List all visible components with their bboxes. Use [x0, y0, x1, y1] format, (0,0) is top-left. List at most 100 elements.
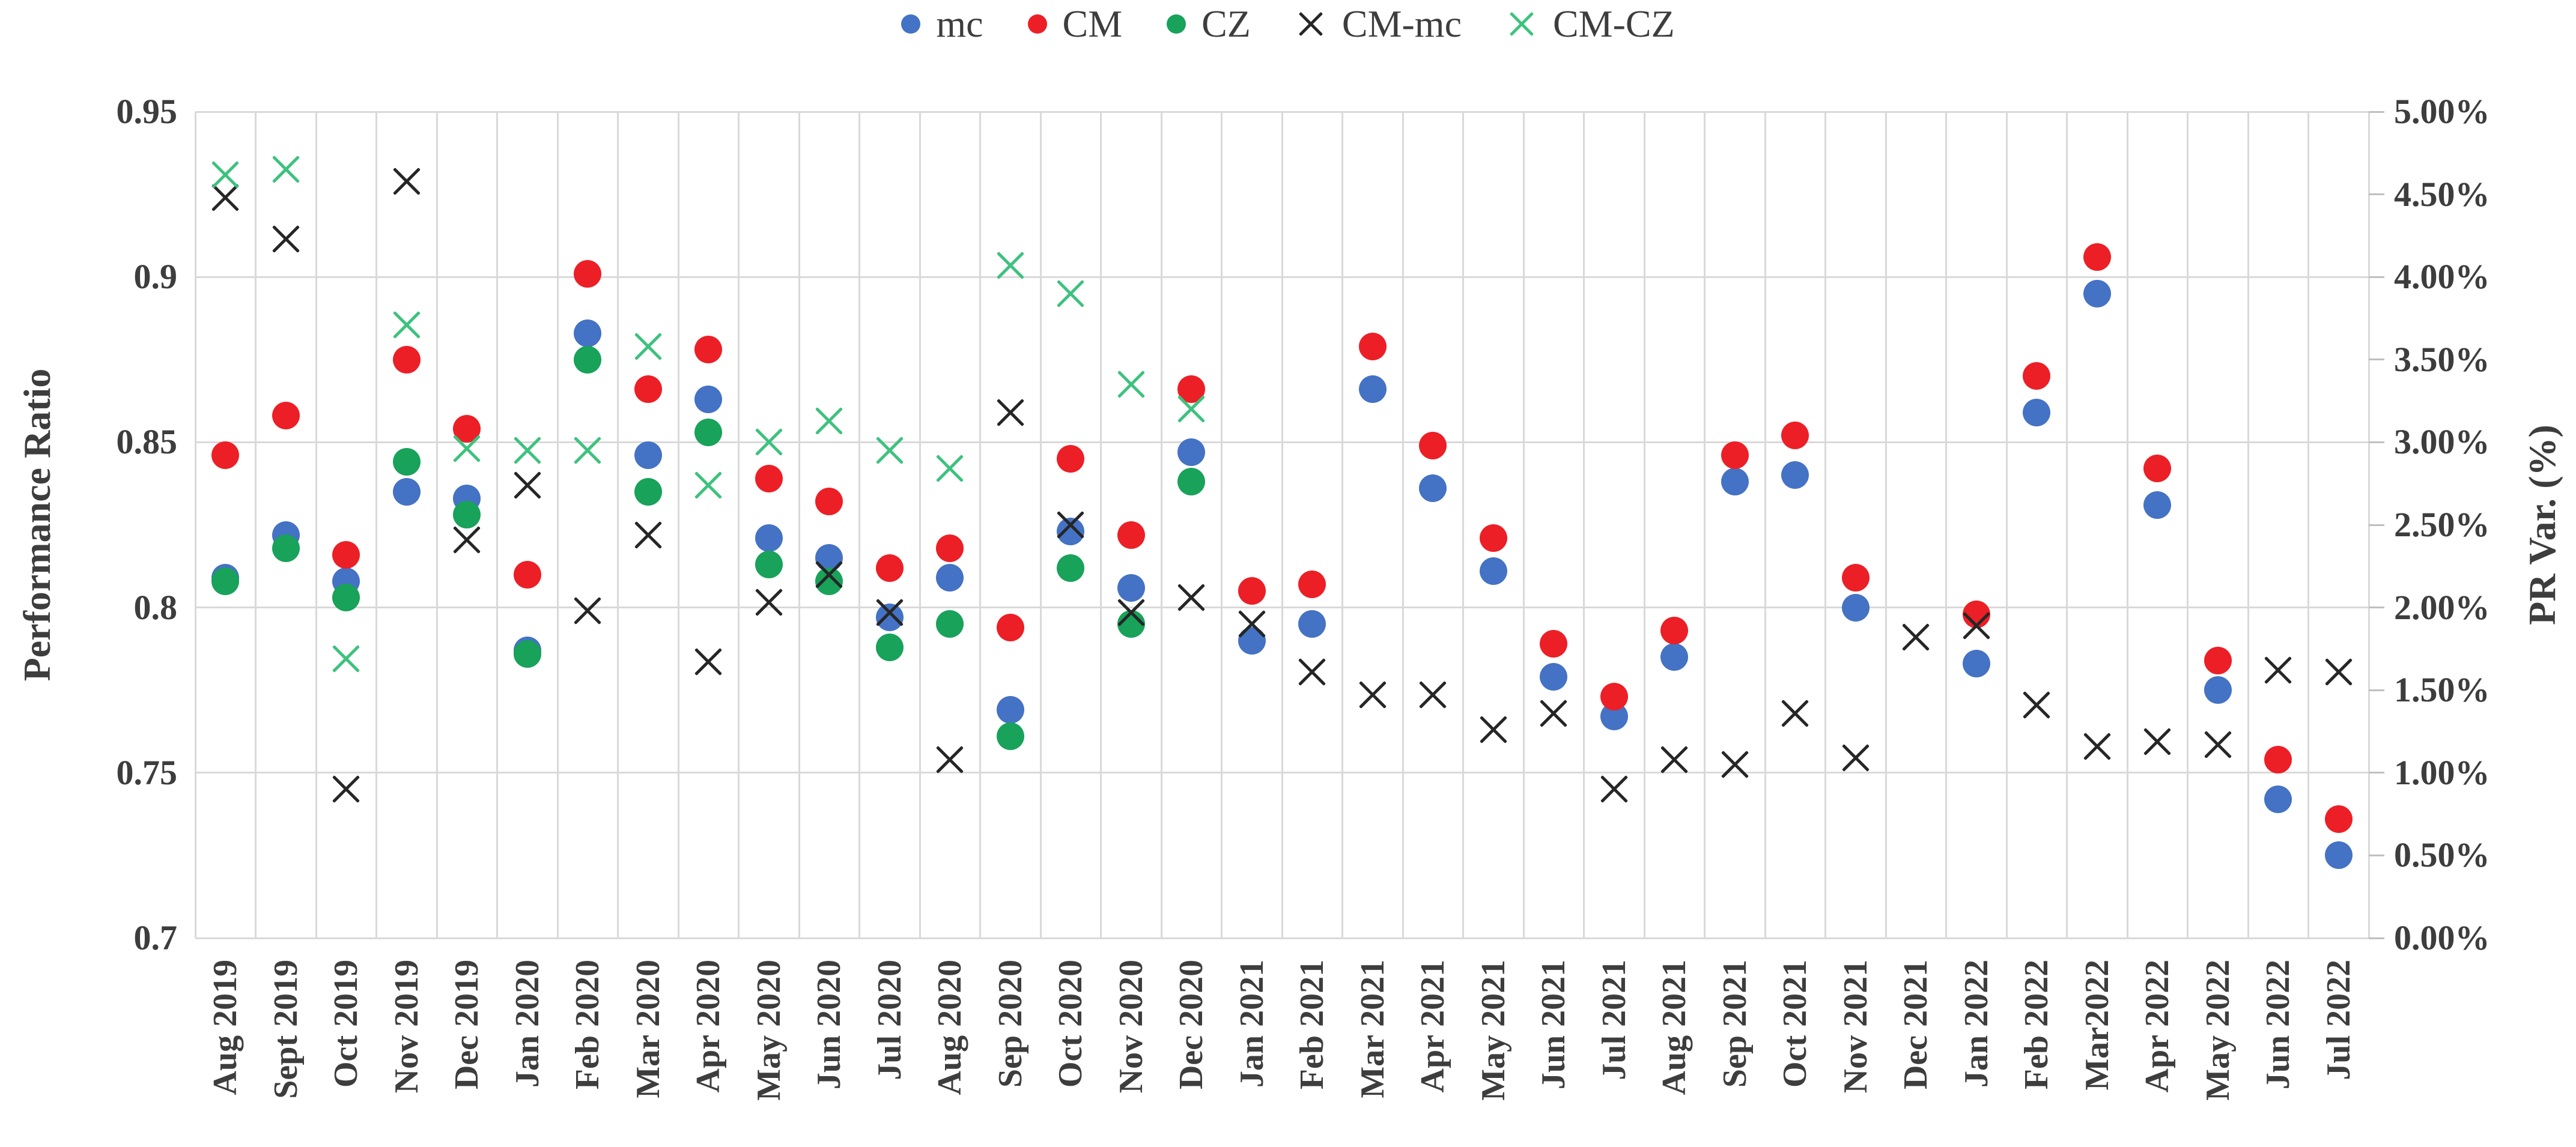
- data-point-CZ: [332, 584, 360, 612]
- data-point-CM-mc: [2019, 687, 2055, 723]
- gridline-vertical: [979, 112, 981, 938]
- data-point-CM: [1540, 630, 1568, 658]
- legend-item: mc: [901, 5, 983, 43]
- data-point-CM: [1117, 521, 1145, 549]
- data-point-CM: [1660, 617, 1689, 645]
- data-point-CZ: [453, 501, 481, 529]
- gridline-vertical: [738, 112, 740, 938]
- data-point-CM: [2083, 243, 2111, 271]
- x-tick-label: Oct 2019: [327, 960, 365, 1088]
- data-point-CZ: [996, 722, 1024, 751]
- data-point-CM-mc: [570, 593, 606, 629]
- gridline-vertical: [556, 112, 559, 938]
- data-point-CM: [996, 613, 1024, 641]
- x-tick-label: Oct 2020: [1052, 960, 1090, 1088]
- data-point-mc: [574, 319, 602, 347]
- data-point-CM-mc: [2200, 727, 2236, 763]
- legend-marker-x: [1295, 8, 1326, 40]
- data-point-CM-CZ: [932, 450, 968, 486]
- data-point-CM-mc: [449, 522, 485, 558]
- data-point-CM: [694, 336, 723, 364]
- data-point-CM: [574, 259, 602, 288]
- gridline-horizontal: [195, 937, 2369, 939]
- x-tick-label: Nov 2020: [1112, 960, 1150, 1094]
- gridline-vertical: [2126, 112, 2128, 938]
- x-tick-label: Sept 2019: [267, 960, 305, 1099]
- legend-item: CM-mc: [1295, 5, 1462, 43]
- y-right-tick-label: 3.00%: [2394, 422, 2490, 462]
- y-right-tick-label: 5.00%: [2394, 92, 2490, 131]
- x-tick-label: Aug 2020: [931, 960, 969, 1095]
- legend-marker-circle: [901, 14, 921, 34]
- data-point-CM-mc: [1596, 771, 1632, 807]
- data-point-mc: [1419, 474, 1447, 503]
- y-right-tick-label: 0.50%: [2394, 835, 2490, 875]
- data-point-CM-CZ: [509, 432, 545, 468]
- data-point-mc: [1540, 663, 1568, 691]
- data-point-CM-mc: [1536, 695, 1572, 731]
- data-point-CZ: [634, 477, 662, 506]
- x-tick-label: Dec 2021: [1897, 960, 1935, 1090]
- x-tick-label: Nov 2021: [1836, 960, 1874, 1094]
- data-point-mc: [1479, 557, 1507, 586]
- data-point-CM-mc: [932, 742, 968, 778]
- x-tick-label: Oct 2021: [1776, 960, 1814, 1088]
- data-point-mc: [1841, 593, 1870, 622]
- data-point-CZ: [936, 610, 964, 638]
- data-point-CZ: [392, 448, 421, 476]
- data-point-CM-CZ: [1113, 366, 1149, 402]
- legend-marker-circle: [1027, 14, 1047, 34]
- data-point-CM: [2143, 455, 2172, 483]
- data-point-mc: [2264, 785, 2292, 813]
- y-left-tick-label: 0.85: [116, 422, 178, 462]
- data-point-CM: [1479, 524, 1507, 552]
- x-tick-label: Dec 2020: [1173, 960, 1211, 1090]
- data-point-CM-CZ: [570, 432, 606, 468]
- legend-label: CM: [1062, 2, 1123, 45]
- data-point-mc: [2324, 841, 2353, 870]
- data-point-CM: [211, 441, 240, 470]
- data-point-CM-mc: [1415, 677, 1451, 713]
- y-right-tick-mark: [2369, 772, 2384, 774]
- x-tick-label: Nov 2019: [387, 960, 425, 1094]
- y-right-tick-mark: [2369, 110, 2384, 113]
- y-left-tick-label: 0.7: [133, 918, 178, 957]
- data-point-mc: [2143, 491, 2172, 519]
- x-tick-label: May 2020: [750, 960, 788, 1101]
- y-right-tick-label: 1.50%: [2394, 670, 2490, 710]
- gridline-vertical: [255, 112, 257, 938]
- data-point-mc: [694, 385, 723, 413]
- data-point-mc: [392, 477, 421, 506]
- data-point-CM-mc: [389, 163, 425, 199]
- data-point-CM-mc: [1475, 712, 1511, 748]
- gridline-vertical: [436, 112, 438, 938]
- data-point-mc: [634, 441, 662, 470]
- data-point-CM-mc: [268, 221, 304, 257]
- y-right-tick-mark: [2369, 276, 2384, 278]
- gridline-vertical: [2247, 112, 2249, 938]
- legend-item: CM: [1027, 2, 1123, 45]
- legend-label: mc: [936, 2, 983, 45]
- data-point-CM-CZ: [1173, 391, 1209, 427]
- data-point-CM: [1057, 444, 1085, 473]
- gridline-vertical: [798, 112, 800, 938]
- x-tick-label: Apr 2022: [2139, 960, 2177, 1093]
- data-point-CM-mc: [1717, 746, 1753, 782]
- y-right-tick-mark: [2369, 937, 2384, 939]
- x-tick-label: Jan 2022: [1957, 960, 1995, 1088]
- data-point-CM-mc: [2321, 654, 2357, 690]
- y-right-tick-mark: [2369, 607, 2384, 609]
- gridline-vertical: [375, 112, 377, 938]
- x-tick-label: Dec 2019: [448, 960, 486, 1090]
- y-left-tick-label: 0.75: [116, 752, 178, 792]
- data-point-CM-mc: [2139, 724, 2175, 760]
- data-point-CM: [513, 560, 541, 589]
- data-point-CM-CZ: [992, 247, 1028, 283]
- data-point-CM: [2324, 805, 2353, 833]
- data-point-CM: [1238, 577, 1266, 605]
- legend-marker-circle: [1167, 14, 1186, 34]
- data-point-CM: [1358, 332, 1387, 360]
- legend-label: CM-CZ: [1552, 2, 1675, 45]
- data-point-CM: [936, 534, 964, 562]
